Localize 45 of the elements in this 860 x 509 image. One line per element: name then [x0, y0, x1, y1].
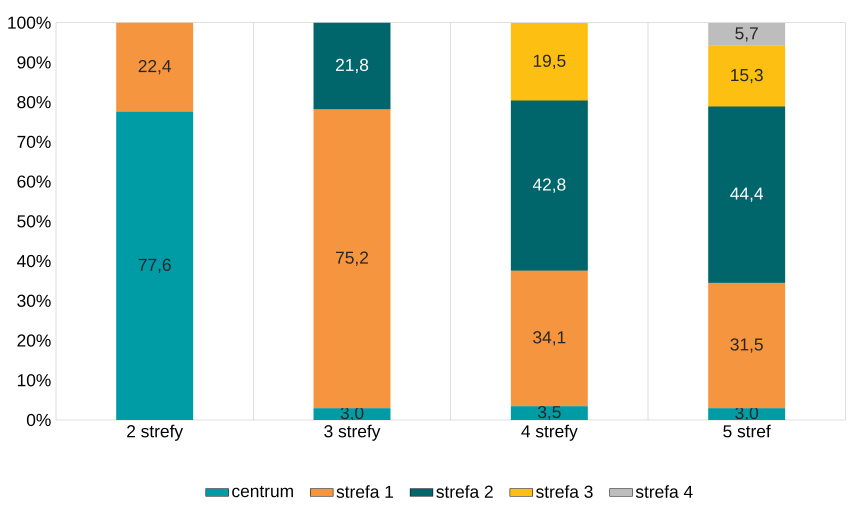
bar — [314, 408, 390, 420]
data-label: 21,8 — [336, 58, 368, 73]
legend-label: strefa 4 — [636, 485, 693, 498]
y-tick-label: 70% — [17, 136, 51, 148]
y-tick-label: 100% — [8, 16, 51, 29]
legend-label: centrum — [232, 486, 293, 498]
bar — [510, 100, 588, 270]
bar — [708, 46, 786, 106]
data-label: 42,8 — [532, 178, 566, 193]
data-label: 19,5 — [534, 54, 566, 69]
data-label: 75,2 — [336, 251, 368, 266]
data-label: 77,6 — [138, 258, 171, 273]
x-tick-label: 5 stref — [723, 424, 771, 438]
x-tick-label: 2 strefy — [127, 424, 184, 441]
bar — [314, 22, 390, 110]
y-tick-label: 0% — [26, 414, 51, 426]
data-label: 44,4 — [730, 187, 764, 202]
bar — [314, 109, 390, 408]
data-label: 34,1 — [533, 331, 566, 346]
data-label: 5,7 — [735, 27, 758, 42]
legend-label: strefa 3 — [536, 485, 593, 498]
y-tick-label: 80% — [17, 96, 51, 108]
y-tick-label: 10% — [18, 374, 51, 386]
y-tick-label: 20% — [17, 334, 51, 347]
data-label: 3,5 — [538, 406, 561, 420]
y-tick-label: 30% — [17, 294, 51, 307]
bar — [116, 22, 194, 112]
data-label: 22,4 — [138, 60, 172, 74]
bar — [116, 112, 194, 420]
x-tick-label: 3 strefy — [324, 424, 380, 441]
y-tick-label: 90% — [17, 56, 51, 68]
bar — [510, 270, 588, 406]
bar — [708, 408, 786, 420]
y-tick-label: 60% — [17, 175, 51, 188]
bar — [510, 406, 588, 420]
y-tick-label: 40% — [16, 254, 51, 268]
bar — [708, 106, 786, 283]
data-label: 15,3 — [731, 68, 763, 84]
x-tick-label: 4 strefy — [521, 424, 578, 441]
legend-label: strefa 2 — [436, 485, 493, 498]
bar — [510, 22, 588, 100]
legend-label: strefa 1 — [336, 485, 393, 498]
data-label: 31,5 — [730, 338, 763, 352]
y-tick-label: 50% — [17, 215, 51, 228]
bar — [708, 282, 786, 408]
